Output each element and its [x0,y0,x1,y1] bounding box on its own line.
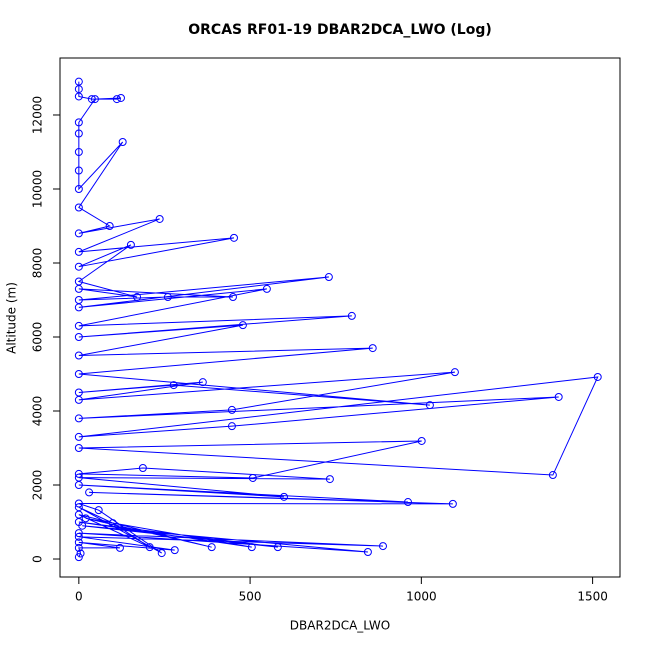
data-point [116,93,125,102]
data-point [417,436,426,445]
data-point [74,166,83,175]
data-point [74,118,83,127]
data-point [74,553,83,562]
data-point [74,295,83,304]
data-point [347,311,356,320]
data-point [403,498,412,507]
data-point [450,368,459,377]
data-point [554,392,563,401]
data-point [198,378,207,387]
data-point [76,549,85,558]
data-point [425,401,434,410]
data-point [74,529,83,538]
y-tick-label: 12000 [31,96,45,134]
data-point [94,506,103,515]
data-point [368,344,377,353]
data-point [448,499,457,508]
data-point [207,543,216,552]
y-tick-label: 6000 [31,322,45,353]
data-point [74,414,83,423]
data-point [548,471,557,480]
y-tick-label: 8000 [31,248,45,279]
data-point [74,277,83,286]
y-tick-label: 4000 [31,396,45,427]
data-point [81,514,90,523]
data-point [74,543,83,552]
x-axis-label: DBAR2DCA_LWO [290,619,390,633]
data-point [112,95,121,104]
data-point [155,214,164,223]
data-point [108,519,117,528]
data-point [74,503,83,512]
data-point [126,240,135,249]
plot-box [59,57,621,578]
y-tick-label: 0 [31,555,45,563]
y-tick-label: 2000 [31,470,45,501]
data-point [238,321,247,330]
data-point [228,293,237,302]
x-tick-label: 1000 [406,590,437,604]
data-point [363,547,372,556]
data-point [229,233,238,242]
data-point [74,538,83,547]
data-point [227,405,236,414]
data-line [77,81,599,558]
data-point [145,543,154,552]
data-point [248,473,257,482]
data-point [163,293,172,302]
data-point [133,293,142,302]
chart-title: ORCAS RF01-19 DBAR2DCA_LWO (Log) [188,22,492,38]
data-point [378,542,387,551]
data-point [74,532,83,541]
data-point [74,184,83,193]
data-point [74,351,83,360]
y-tick-label: 10000 [31,170,45,208]
data-point [593,372,602,381]
data-point [138,463,147,472]
data-point [74,469,83,478]
x-tick-label: 0 [75,590,83,604]
data-point [74,444,83,453]
data-point [169,381,178,390]
data-point [74,247,83,256]
data-point [115,543,124,552]
x-tick-label: 1500 [577,590,608,604]
data-point [273,543,282,552]
data-point [74,262,83,271]
data-point [105,221,114,230]
data-point [74,77,83,86]
data-point [74,432,83,441]
data-point [74,147,83,156]
data-point [74,388,83,397]
data-point [74,473,83,482]
data-point [157,549,166,558]
data-point [74,499,83,508]
data-point [74,129,83,138]
data-point [247,543,256,552]
data-point [87,95,96,104]
data-point [118,137,127,146]
data-point [262,284,271,293]
data-point [324,273,333,282]
data-point [74,370,83,379]
data-point [227,422,236,431]
data-point [74,229,83,238]
data-point [74,333,83,342]
data-point [90,95,99,104]
data-point [170,546,179,555]
y-axis-label: Altitude (m) [5,282,19,354]
data-point [325,475,334,484]
data-point [280,492,288,501]
data-point [85,488,94,497]
x-tick-label: 500 [239,590,262,604]
data-point [74,203,83,212]
data-point [74,321,83,330]
